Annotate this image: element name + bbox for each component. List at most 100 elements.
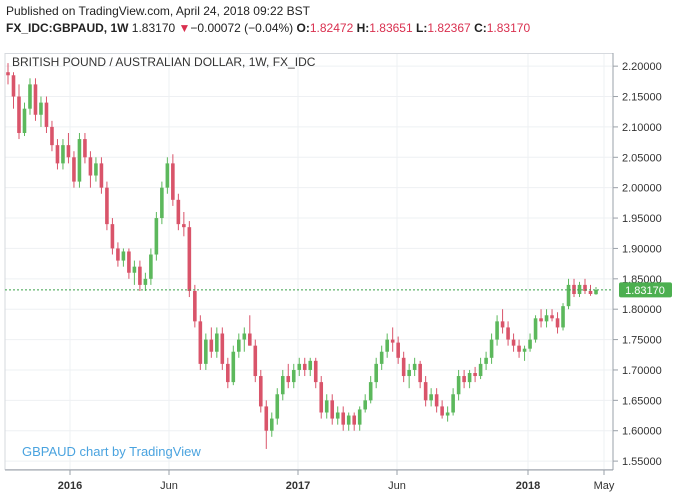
candle: [539, 309, 543, 328]
candle: [121, 248, 126, 267]
candle-body: [528, 339, 532, 349]
candle-body: [187, 227, 192, 291]
candle-body: [324, 400, 329, 413]
published-line: Published on TradingView.com, April 24, …: [6, 4, 310, 18]
candle: [379, 345, 384, 370]
time-axis: 2016 Jun 2017 Jun 2018 May: [58, 470, 615, 492]
candle-body: [99, 163, 104, 188]
candle: [247, 315, 252, 346]
candle: [412, 357, 417, 377]
candle: [11, 72, 16, 109]
candle-body: [105, 187, 109, 225]
candle: [127, 248, 131, 279]
candle-body: [434, 394, 439, 407]
candle: [566, 278, 571, 310]
candle: [198, 315, 203, 370]
candle-body: [17, 96, 21, 133]
candle-body: [495, 321, 499, 340]
candle-body: [88, 157, 93, 176]
candle: [88, 151, 93, 188]
candle-body: [385, 339, 389, 352]
candle-body: [242, 333, 247, 340]
candle-body: [352, 415, 357, 425]
y-tick-label: 1.65000: [622, 395, 662, 407]
candle: [324, 394, 329, 419]
y-tick-label: 1.80000: [622, 304, 662, 316]
candle: [368, 376, 373, 404]
candle: [313, 357, 318, 389]
candle: [61, 139, 65, 170]
candle-body: [550, 315, 554, 319]
candle-body: [440, 406, 444, 416]
last-price-tag: [619, 282, 672, 298]
candle-body: [412, 363, 417, 370]
candle-body: [198, 321, 203, 364]
candle-body: [346, 415, 351, 425]
candle: [83, 132, 87, 164]
candle: [291, 363, 296, 389]
candle-body: [253, 345, 258, 377]
candle: [39, 96, 43, 127]
candle: [495, 315, 499, 346]
candle: [33, 78, 38, 121]
candle: [357, 406, 362, 431]
y-tick-label: 1.55000: [622, 456, 662, 468]
candle: [242, 327, 247, 352]
y-tick-label: 2.20000: [622, 61, 662, 73]
candle: [555, 312, 560, 334]
candle-body: [302, 363, 307, 370]
y-tick-label: 2.10000: [622, 122, 662, 134]
candle: [308, 357, 313, 377]
candle: [22, 102, 27, 137]
candle: [264, 400, 269, 449]
candle: [220, 327, 225, 370]
candle-body: [154, 218, 159, 255]
plot-frame: [4, 53, 614, 470]
candle-body: [396, 342, 400, 358]
candle-body: [280, 376, 285, 395]
candle: [55, 139, 60, 170]
candle-body: [286, 376, 291, 383]
candle: [204, 333, 208, 370]
watermark: GBPAUD chart by TradingView: [22, 444, 201, 459]
candle: [544, 309, 549, 328]
candle: [275, 388, 280, 425]
candle: [143, 272, 148, 291]
ohlc-line: FX_IDC:GBPAUD, 1W 1.83170 ▼−0.00072 (−0.…: [6, 21, 530, 35]
candle-body: [566, 284, 571, 307]
candle: [116, 242, 120, 267]
candle-body: [561, 306, 565, 328]
candle: [171, 154, 175, 206]
candle-body: [533, 318, 538, 340]
candle-body: [489, 339, 494, 358]
down-arrow-icon: ▼: [178, 21, 191, 35]
candle-body: [264, 406, 269, 431]
candle-body: [511, 339, 516, 346]
candle-body: [363, 400, 367, 410]
price-axis: 2.20000 2.15000 2.10000 2.05000 2.00000 1.950…: [613, 61, 662, 468]
low-value: 1.82367: [427, 21, 471, 35]
candle: [335, 406, 340, 425]
candle: [6, 63, 10, 85]
candle-body: [390, 339, 395, 343]
open-label: O:: [296, 21, 310, 35]
candle: [352, 412, 357, 431]
candle-body: [127, 251, 131, 273]
candle-body: [83, 139, 87, 158]
published-text: Published on TradingView.com, April 24, …: [6, 4, 310, 18]
candle-body: [407, 369, 411, 377]
candle-body: [116, 248, 120, 261]
candle-body: [308, 360, 313, 370]
candle: [154, 211, 159, 261]
candle-body: [72, 157, 76, 182]
candle-body: [258, 376, 263, 407]
candle-body: [50, 126, 54, 146]
candle-body: [555, 318, 560, 328]
candle: [237, 333, 241, 358]
candle-body: [132, 266, 137, 273]
candle: [533, 315, 538, 343]
change-value: −0.00072 (−0.04%): [190, 21, 294, 35]
candle: [132, 260, 137, 285]
candle: [429, 388, 433, 407]
